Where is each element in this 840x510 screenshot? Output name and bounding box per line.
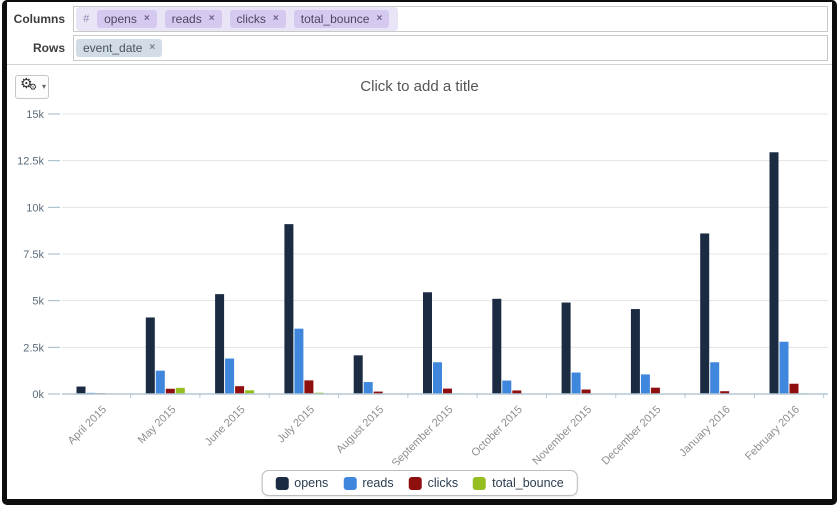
legend-swatch-opens — [275, 476, 289, 490]
bar-reads[interactable] — [779, 341, 789, 394]
bar-clicks[interactable] — [581, 389, 591, 394]
bar-reads[interactable] — [571, 372, 581, 394]
legend-label-reads: reads — [362, 476, 394, 490]
legend-label-total_bounce: total_bounce — [492, 476, 564, 490]
x-tick-label: June 2015 — [203, 404, 248, 449]
x-tick-label: May 2015 — [136, 404, 179, 447]
bar-clicks[interactable] — [235, 386, 245, 394]
bar-opens[interactable] — [215, 294, 225, 394]
bar-opens[interactable] — [769, 152, 779, 394]
bar-reads[interactable] — [710, 362, 720, 394]
x-tick-label: July 2015 — [275, 404, 317, 446]
rows-label: Rows — [32, 41, 65, 55]
bar-total_bounce[interactable] — [175, 387, 185, 394]
bar-clicks[interactable] — [165, 388, 175, 394]
columns-row: Columns # opens × reads × clicks × total_bounc… — [7, 6, 832, 32]
legend-item-clicks[interactable]: clicks — [408, 476, 459, 490]
legend-item-total_bounce[interactable]: total_bounce — [473, 476, 564, 490]
bar-reads[interactable] — [363, 382, 373, 394]
chart-panel: ⚙ ⚙ ▾ Click to add a title 0k 2.5k 5k 7.5k 1… — [7, 64, 832, 499]
column-tag-reads-label: reads — [171, 12, 202, 26]
columns-dropzone[interactable]: # opens × reads × clicks × total_bounce × — [73, 6, 828, 32]
row-tag-event_date-label: event_date — [83, 41, 143, 55]
bar-opens[interactable] — [423, 292, 432, 394]
remove-icon[interactable]: × — [208, 13, 215, 24]
column-tag-reads[interactable]: reads × — [164, 10, 222, 28]
bar-opens[interactable] — [561, 302, 571, 394]
bar-clicks[interactable] — [789, 383, 799, 394]
numeric-hash-icon: # — [83, 13, 90, 25]
rows-row: Rows event_date × — [7, 35, 832, 61]
column-tag-clicks[interactable]: clicks × — [229, 10, 286, 28]
legend-item-opens[interactable]: opens — [275, 476, 328, 490]
legend-label-opens: opens — [294, 476, 329, 490]
bar-clicks[interactable] — [720, 391, 730, 394]
bar-opens[interactable] — [145, 317, 155, 394]
columns-tag-group: # opens × reads × clicks × total_bounce × — [76, 7, 399, 31]
columns-label: Columns — [13, 12, 65, 26]
remove-icon[interactable]: × — [272, 13, 279, 24]
x-tick-label: August 2015 — [334, 404, 386, 456]
column-tag-total_bounce-label: total_bounce — [300, 12, 370, 26]
x-tick-label: October 2015 — [469, 404, 525, 460]
y-tick-label: 7.5k — [23, 249, 44, 261]
bar-opens[interactable] — [284, 224, 294, 394]
x-tick-label: February 2016 — [743, 404, 802, 463]
remove-icon[interactable]: × — [376, 13, 383, 24]
x-tick-label: December 2015 — [600, 404, 664, 465]
bar-clicks[interactable] — [650, 387, 660, 394]
x-tick-label: November 2015 — [530, 404, 594, 465]
legend-swatch-reads — [343, 476, 357, 490]
bar-opens[interactable] — [353, 355, 363, 394]
bar-reads[interactable] — [640, 374, 650, 394]
y-tick-label: 10k — [26, 202, 44, 214]
legend-label-clicks: clicks — [427, 476, 459, 490]
column-tag-opens-label: opens — [104, 12, 137, 26]
rows-dropzone[interactable]: event_date × — [73, 35, 828, 61]
legend-swatch-total_bounce — [473, 476, 487, 490]
bar-clicks[interactable] — [304, 380, 314, 394]
bar-opens[interactable] — [76, 386, 86, 394]
columns-tags: opens × reads × clicks × total_bounce × — [97, 10, 390, 28]
bar-reads[interactable] — [155, 370, 165, 394]
row-tag-event_date[interactable]: event_date × — [76, 39, 163, 57]
legend-item-reads[interactable]: reads — [343, 476, 394, 490]
bar-opens[interactable] — [700, 233, 710, 394]
y-tick-label: 5k — [32, 296, 44, 308]
chart-legend: opens reads clicks total_bounce — [261, 470, 578, 496]
bar-chart-canvas: 0k 2.5k 5k 7.5k 10k 12.5k 15k April 2015 May 201… — [17, 109, 828, 465]
rows-tags: event_date × — [76, 39, 163, 57]
x-tick-label: January 2016 — [677, 404, 733, 460]
chevron-down-icon: ▾ — [41, 82, 46, 91]
bar-reads[interactable] — [502, 380, 512, 394]
bar-clicks[interactable] — [443, 388, 452, 394]
bar-reads[interactable] — [433, 362, 442, 394]
chart-settings-button[interactable]: ⚙ ⚙ ▾ — [15, 75, 49, 99]
y-tick-label: 15k — [26, 109, 44, 121]
column-tag-opens[interactable]: opens × — [97, 10, 157, 28]
x-tick-label: September 2015 — [390, 404, 456, 465]
chart-title-placeholder[interactable]: Click to add a title — [360, 78, 479, 95]
y-tick-label: 12.5k — [17, 156, 44, 168]
bar-clicks[interactable] — [373, 391, 383, 394]
field-wells: Columns # opens × reads × clicks × total_bounc… — [7, 2, 832, 61]
legend-swatch-clicks — [408, 476, 422, 490]
bar-total_bounce[interactable] — [245, 390, 255, 394]
bar-clicks[interactable] — [512, 390, 522, 394]
x-tick-label: April 2015 — [66, 404, 110, 448]
gear-small-icon: ⚙ — [29, 83, 38, 93]
bar-opens[interactable] — [630, 309, 640, 394]
column-tag-total_bounce[interactable]: total_bounce × — [293, 10, 390, 28]
bar-opens[interactable] — [492, 298, 502, 394]
remove-icon[interactable]: × — [143, 13, 150, 24]
y-tick-label: 0k — [32, 389, 44, 401]
gear-icon: ⚙ — [20, 76, 33, 92]
remove-icon[interactable]: × — [149, 42, 156, 53]
column-tag-clicks-label: clicks — [236, 12, 266, 26]
y-tick-label: 2.5k — [23, 342, 44, 354]
bar-reads[interactable] — [225, 358, 235, 394]
bar-reads[interactable] — [294, 328, 304, 394]
